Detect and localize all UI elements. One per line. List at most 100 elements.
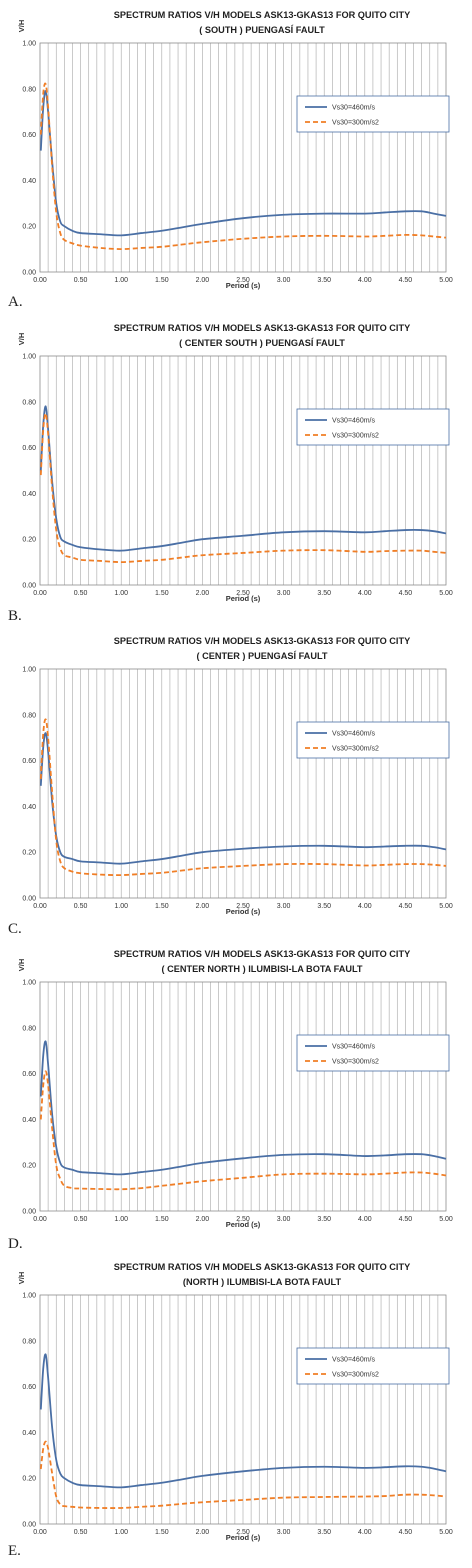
y-tick-label: 0.20 [22,1163,36,1170]
y-tick-label: 0.40 [22,804,36,811]
x-tick-label: 3.50 [317,1216,331,1223]
legend-label: Vs30=300m/s2 [332,433,379,440]
chart-subtitle: ( CENTER ) PUENGASÍ FAULT [196,650,327,661]
chart-svg: SPECTRUM RATIOS V/H MODELS ASK13-GKAS13 … [17,949,453,1229]
y-tick-label: 0.60 [22,132,36,139]
x-tick-label: 2.50 [236,903,250,910]
legend-label: Vs30=460m/s [332,731,375,738]
x-tick-label: 1.50 [155,590,169,597]
x-tick-label: 2.50 [236,590,250,597]
series-line-2 [39,82,447,250]
legend-label: Vs30=460m/s [332,105,375,112]
legend: Vs30=460m/s Vs30=300m/s2 [296,95,450,133]
x-tick-label: 3.00 [277,590,291,597]
panel-label: C. [8,921,22,937]
y-tick-label: 0.80 [22,1338,36,1345]
chart-subtitle: ( CENTER SOUTH ) PUENGASÍ FAULT [179,337,345,348]
x-tick-label: 3.50 [317,1529,331,1536]
panel-label: B. [8,608,22,624]
x-tick-label: 3.00 [277,1529,291,1536]
y-tick-label: 1.00 [22,1293,36,1300]
x-tick-label: 4.00 [358,903,372,910]
y-tick-label: 1.00 [22,41,36,48]
y-tick-label: 0.00 [22,583,36,590]
legend: Vs30=460m/s Vs30=300m/s2 [296,1347,450,1385]
grid-lines [47,356,439,585]
x-tick-label: 3.50 [317,903,331,910]
y-tick-label: 1.00 [22,354,36,361]
y-tick-label: 0.40 [22,1117,36,1124]
x-tick-label: 0.00 [33,590,47,597]
x-tick-label: 4.00 [358,1216,372,1223]
chart-panel-d: SPECTRUM RATIOS V/H MODELS ASK13-GKAS13 … [0,939,472,1252]
x-tick-label: 1.50 [155,1529,169,1536]
x-tick-label: 4.50 [399,1529,413,1536]
series-line-1 [39,1040,447,1176]
x-tick-label: 2.00 [196,1216,210,1223]
x-tick-label: 2.00 [196,277,210,284]
x-tick-label: 1.50 [155,1216,169,1223]
chart-panel-b: SPECTRUM RATIOS V/H MODELS ASK13-GKAS13 … [0,313,472,626]
y-tick-label: 0.80 [22,712,36,719]
chart-panel-c: SPECTRUM RATIOS V/H MODELS ASK13-GKAS13 … [0,626,472,939]
x-tick-label: 0.00 [33,1529,47,1536]
x-tick-label: 5.00 [439,277,453,284]
grid-lines [47,982,439,1211]
x-tick-label: 4.00 [358,1529,372,1536]
chart-subtitle: ( CENTER NORTH ) ILUMBISI-LA BOTA FAULT [161,964,362,974]
y-tick-label: 0.00 [22,1522,36,1529]
legend: Vs30=460m/s Vs30=300m/s2 [296,1034,450,1072]
x-tick-label: 4.50 [399,590,413,597]
legend-label: Vs30=460m/s [332,1044,375,1051]
x-tick-label: 0.00 [33,1216,47,1223]
y-tick-label: 1.00 [22,980,36,987]
x-tick-label: 4.00 [358,277,372,284]
y-tick-label: 0.00 [22,896,36,903]
x-tick-label: 1.00 [114,1216,128,1223]
x-tick-label: 0.50 [74,1216,88,1223]
plot-frame [39,1294,447,1525]
chart-title: SPECTRUM RATIOS V/H MODELS ASK13-GKAS13 … [114,636,410,646]
x-tick-label: 3.00 [277,1216,291,1223]
x-tick-label: 3.50 [317,590,331,597]
x-tick-label: 4.00 [358,590,372,597]
y-axis-label: V/H [17,333,26,346]
grid-lines [47,1295,439,1524]
x-tick-label: 3.50 [317,277,331,284]
plot-frame [39,981,447,1212]
x-tick-label: 4.50 [399,277,413,284]
x-tick-label: 2.50 [236,277,250,284]
x-tick-label: 0.50 [74,903,88,910]
y-tick-label: 0.40 [22,491,36,498]
y-tick-label: 0.80 [22,86,36,93]
x-tick-label: 1.50 [155,903,169,910]
x-tick-label: 0.00 [33,903,47,910]
y-tick-label: 0.00 [22,270,36,277]
series-line-2 [39,412,447,563]
chart-title: SPECTRUM RATIOS V/H MODELS ASK13-GKAS13 … [114,10,410,20]
x-tick-label: 2.00 [196,590,210,597]
y-tick-label: 1.00 [22,667,36,674]
chart-panel-a: SPECTRUM RATIOS V/H MODELS ASK13-GKAS13 … [0,0,472,313]
x-tick-label: 2.50 [236,1216,250,1223]
x-tick-label: 0.50 [74,590,88,597]
legend: Vs30=460m/s Vs30=300m/s2 [296,408,450,446]
x-tick-label: 4.50 [399,903,413,910]
x-tick-label: 3.00 [277,903,291,910]
x-tick-label: 1.00 [114,1529,128,1536]
y-tick-label: 0.20 [22,224,36,231]
x-tick-label: 5.00 [439,1216,453,1223]
y-tick-label: 0.40 [22,178,36,185]
y-axis-label: V/H [17,959,26,972]
grid-lines [47,43,439,272]
y-tick-label: 0.80 [22,399,36,406]
x-tick-label: 2.00 [196,1529,210,1536]
x-tick-label: 3.00 [277,277,291,284]
y-axis-label: V/H [17,20,26,33]
legend-box [296,408,450,446]
x-tick-label: 1.00 [114,277,128,284]
x-axis-label: Period (s) [226,594,261,603]
x-tick-label: 0.50 [74,277,88,284]
series-line-1 [39,1353,447,1489]
